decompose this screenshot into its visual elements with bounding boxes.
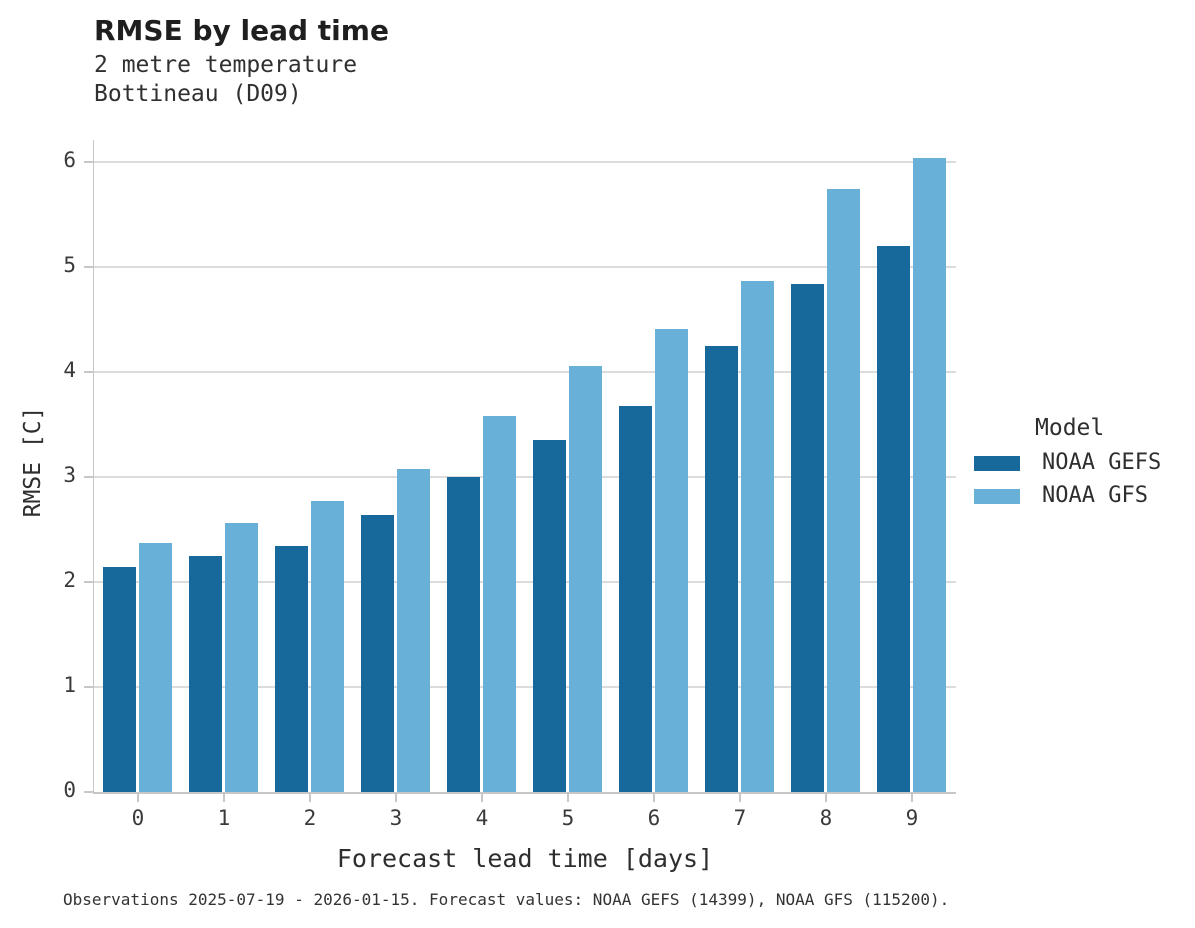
gridline-5 xyxy=(94,266,956,269)
bar-noaa-gfs-day-8 xyxy=(827,189,860,792)
y-axis-tick-label-0: 0 xyxy=(63,778,76,802)
x-axis-tick-label-4: 4 xyxy=(475,806,489,830)
x-axis-tick-2 xyxy=(309,794,311,802)
bar-noaa-gefs-day-0 xyxy=(103,567,136,792)
x-axis-tick-label-3: 3 xyxy=(389,806,403,830)
x-axis-tick-label-7: 7 xyxy=(733,806,747,830)
y-axis-tick-4 xyxy=(84,371,93,374)
y-axis-tick-6 xyxy=(84,161,93,164)
bar-noaa-gfs-day-1 xyxy=(225,523,258,792)
bar-noaa-gefs-day-1 xyxy=(189,555,222,792)
y-axis-tick-2 xyxy=(84,581,93,584)
x-axis-tick-1 xyxy=(223,794,225,802)
x-axis-tick-6 xyxy=(653,794,655,802)
bar-noaa-gefs-day-6 xyxy=(619,405,652,792)
bar-noaa-gfs-day-3 xyxy=(397,468,430,792)
y-axis-tick-label-1: 1 xyxy=(63,673,76,697)
gridline-2 xyxy=(94,581,956,584)
x-axis-tick-label-9: 9 xyxy=(905,806,919,830)
chart-title: RMSE by lead time xyxy=(94,14,389,47)
legend-swatch-noaa-gefs xyxy=(974,456,1020,471)
x-axis-tick-label-1: 1 xyxy=(217,806,231,830)
x-axis-tick-label-8: 8 xyxy=(819,806,833,830)
x-axis-tick-4 xyxy=(481,794,483,802)
x-axis-tick-label-2: 2 xyxy=(303,806,317,830)
bar-noaa-gfs-day-4 xyxy=(483,416,516,792)
x-axis-tick-label-0: 0 xyxy=(131,806,145,830)
x-axis-tick-7 xyxy=(739,794,741,802)
bar-noaa-gefs-day-8 xyxy=(791,283,824,792)
x-axis-title: Forecast lead time [days] xyxy=(336,844,714,873)
caption: Observations 2025-07-19 - 2026-01-15. Fo… xyxy=(63,890,950,909)
y-axis-tick-3 xyxy=(84,476,93,479)
x-axis-tick-label-5: 5 xyxy=(561,806,575,830)
x-axis-tick-9 xyxy=(911,794,913,802)
y-axis-tick-1 xyxy=(84,686,93,688)
bar-noaa-gefs-day-2 xyxy=(275,546,308,792)
bar-noaa-gefs-day-7 xyxy=(705,345,738,792)
x-axis-tick-label-6: 6 xyxy=(647,806,661,830)
bar-noaa-gefs-day-3 xyxy=(361,514,394,792)
gridline-1 xyxy=(94,686,956,689)
gridline-6 xyxy=(94,161,956,164)
bar-noaa-gefs-day-9 xyxy=(877,246,910,792)
chart-subtitle-variable: 2 metre temperature xyxy=(94,52,358,78)
gridline-4 xyxy=(94,371,956,374)
bar-noaa-gfs-day-0 xyxy=(139,543,172,792)
y-axis-title: RMSE [C] xyxy=(20,406,46,518)
legend-label-noaa-gfs: NOAA GFS xyxy=(1042,483,1148,508)
chart-subtitle-station: Bottineau (D09) xyxy=(94,81,302,107)
y-axis-tick-label-6: 6 xyxy=(63,148,76,173)
gridline-3 xyxy=(94,476,956,479)
x-axis-tick-5 xyxy=(567,794,569,802)
x-axis-tick-3 xyxy=(395,794,397,802)
legend-swatch-noaa-gfs xyxy=(974,489,1020,504)
bar-noaa-gefs-day-5 xyxy=(533,440,566,792)
bar-noaa-gefs-day-4 xyxy=(447,477,480,792)
y-axis-tick-0 xyxy=(84,791,93,793)
y-axis-tick-5 xyxy=(84,266,93,269)
bar-noaa-gfs-day-6 xyxy=(655,329,688,792)
y-axis-tick-label-4: 4 xyxy=(63,358,76,383)
y-axis-tick-label-5: 5 xyxy=(63,253,76,278)
legend-title: Model xyxy=(1035,415,1105,441)
x-axis-tick-0 xyxy=(137,794,139,802)
y-axis-tick-label-2: 2 xyxy=(63,568,76,593)
plot-area xyxy=(93,140,956,794)
y-axis-tick-label-3: 3 xyxy=(63,463,76,488)
bar-noaa-gfs-day-2 xyxy=(311,501,344,792)
x-axis-tick-8 xyxy=(825,794,827,802)
legend-label-noaa-gefs: NOAA GEFS xyxy=(1042,450,1162,475)
bar-noaa-gfs-day-9 xyxy=(913,157,946,792)
bar-noaa-gfs-day-7 xyxy=(741,280,774,792)
bar-noaa-gfs-day-5 xyxy=(569,365,602,792)
